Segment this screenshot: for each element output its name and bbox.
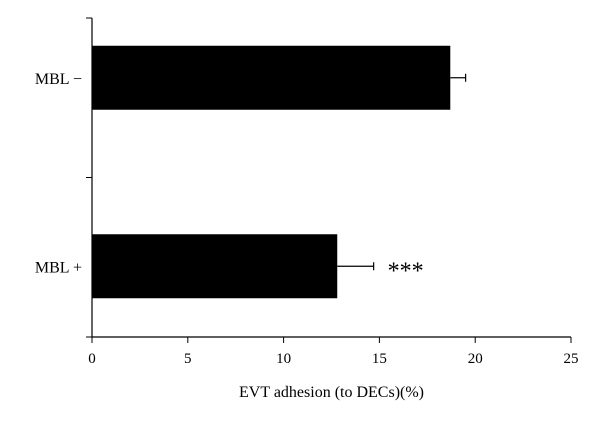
x-tick-label: 10	[276, 351, 291, 367]
x-tick-label: 0	[88, 351, 96, 367]
bar-mbl-minus	[92, 45, 451, 110]
x-tick-label: 20	[468, 351, 483, 367]
category-label: MBL −	[35, 71, 82, 88]
x-tick-label: 25	[564, 351, 579, 367]
category-label: MBL +	[35, 259, 82, 276]
bar-mbl-plus	[92, 234, 338, 299]
x-tick-label: 5	[184, 351, 192, 367]
x-tick-label: 15	[372, 351, 387, 367]
plot-area: 0 5 10 15 20 25 MBL − MBL + *** EVT adhesion (to …	[35, 17, 579, 401]
significance-annotation: ***	[388, 258, 424, 284]
x-axis-title: EVT adhesion (to DECs)(%)	[239, 384, 424, 401]
